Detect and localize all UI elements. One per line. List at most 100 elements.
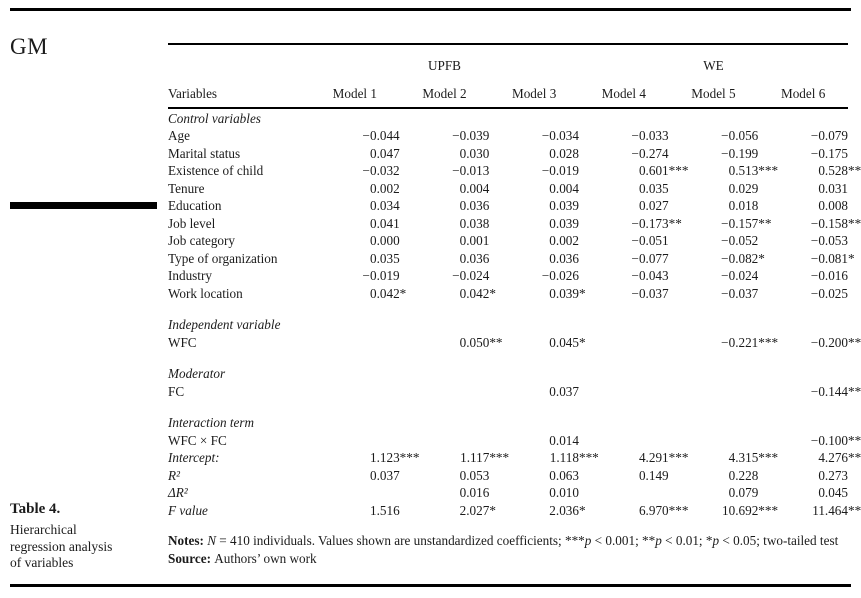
coefficient: 1.123 <box>369 450 400 465</box>
section-heading-row: Independent variable <box>168 316 848 334</box>
text-segment: Authors’ own work <box>214 551 317 566</box>
row-label: Age <box>168 128 190 143</box>
cell-value: −0.043 <box>631 268 669 283</box>
cell-value: 0.002 <box>549 233 579 248</box>
bottom-rule <box>10 584 851 587</box>
cell-value: −0.173** <box>631 215 682 231</box>
table-row: Tenure 0.002 0.004 0.004 0.035 0.029 0.031 <box>168 179 848 197</box>
cell-value: 0.513*** <box>728 163 779 178</box>
row-label: WFC <box>168 334 197 350</box>
table-row: Type of organization 0.035 0.036 0.036 −0.07… <box>168 249 855 267</box>
spacer-cell <box>168 302 848 316</box>
cell-value: 0.528*** <box>818 163 861 178</box>
cell-value: 0.039 <box>549 198 579 213</box>
row-label: F value <box>168 502 208 518</box>
group-header-we: WE <box>703 58 724 73</box>
cell-value: 0.228 <box>728 467 759 483</box>
cell-value <box>579 431 669 449</box>
cell-value: −0.025 <box>810 285 848 301</box>
cell-value: −0.026 <box>541 268 579 283</box>
cell-value: 2.036* <box>549 502 586 518</box>
cell-value <box>400 382 490 400</box>
cell-value: −0.221*** <box>721 334 779 350</box>
row-label: Tenure <box>168 180 205 196</box>
table-row: WFC × FC 0.014 −0.100** <box>168 431 861 449</box>
section-heading: Independent variable <box>168 317 281 332</box>
cell-value <box>310 431 400 449</box>
table-caption: Table 4. Hierarchical regression analysis… <box>10 501 166 572</box>
coefficient: 0.039 <box>549 285 579 301</box>
cell-value <box>310 333 400 351</box>
cell-value: −0.032 <box>362 163 400 178</box>
cell-value: 0.004 <box>459 180 490 196</box>
coefficient: −0.144 <box>810 383 848 399</box>
cell-value: −0.144*** <box>810 383 861 399</box>
table-row: Age −0.044 −0.039 −0.034 −0.033 −0.056 −0.079 <box>168 127 848 145</box>
regression-table: UPFB WE Variables Model 1 Model 2 Model 3 Mo… <box>168 43 861 569</box>
cell-value: 0.050** <box>459 334 503 350</box>
col-header-model-1: Model 1 <box>310 75 400 109</box>
cell-value: −0.077 <box>631 250 669 266</box>
coefficient: 6.970 <box>638 502 669 518</box>
coefficient: −0.173 <box>631 215 669 231</box>
section-heading-row: Interaction term <box>168 414 848 432</box>
row-label: Intercept: <box>168 450 220 465</box>
coefficient: 4.315 <box>728 450 759 465</box>
table-row: Job level 0.041 0.038 0.039 −0.173** −0.157**… <box>168 214 861 232</box>
table-row: R² 0.037 0.053 0.063 0.149 0.228 0.273 <box>168 466 848 484</box>
cell-value: 0.001 <box>459 233 490 248</box>
cell-value: −0.100** <box>810 432 861 448</box>
cell-value: −0.019 <box>541 163 579 178</box>
cell-value: 0.038 <box>459 215 490 231</box>
coefficient: −0.082 <box>721 250 759 266</box>
section-heading-row: Moderator <box>168 365 848 383</box>
row-label: Education <box>168 198 222 213</box>
cell-value: −0.158** <box>810 215 861 231</box>
text-segment: < 0.001; ** <box>591 532 656 548</box>
cell-value: −0.053 <box>810 233 848 248</box>
section-heading: Interaction term <box>168 415 255 430</box>
cell-value: 0.008 <box>818 198 848 213</box>
cell-value: 0.047 <box>369 145 400 161</box>
table-row: Existence of child −0.032 −0.013 −0.019 0.60… <box>168 162 861 180</box>
table-caption-label: Table 4. <box>10 501 61 517</box>
journal-code: GM <box>10 34 49 59</box>
source-text: Source: Authors’ own work <box>168 550 850 569</box>
cell-value: −0.200*** <box>810 334 861 350</box>
cell-value: 0.601*** <box>638 163 689 178</box>
cell-value: 0.030 <box>459 145 490 161</box>
row-label: Work location <box>168 285 243 301</box>
group-header-row: UPFB WE <box>168 44 848 75</box>
cell-value: 0.010 <box>549 485 579 500</box>
table-row: Job category 0.000 0.001 0.002 −0.051 −0.052 −… <box>168 232 848 250</box>
spacer-row <box>168 400 848 414</box>
section-divider-bar <box>10 202 157 209</box>
cell-value: 0.031 <box>818 180 848 196</box>
group-header-upfb: UPFB <box>427 58 461 73</box>
table-body: Control variables Age −0.044 −0.039 −0.034 −0… <box>168 108 861 519</box>
cell-value: 1.118*** <box>549 450 599 465</box>
spacer-row <box>168 351 848 365</box>
cell-value: −0.044 <box>362 128 400 143</box>
cell-value: −0.024 <box>452 268 490 283</box>
cell-value: −0.033 <box>631 128 669 143</box>
text-segment: < 0.05; two-tailed test <box>719 532 839 548</box>
cell-value: 0.036 <box>459 198 490 213</box>
caption-line: Hierarchical <box>10 522 77 537</box>
cell-value: −0.175 <box>810 145 848 161</box>
cell-value: 0.000 <box>369 233 400 248</box>
cell-value: 0.037 <box>369 467 400 483</box>
cell-value: 0.018 <box>728 198 759 213</box>
text-segment: = 410 individuals. Values shown are unst… <box>215 532 585 548</box>
table-row: F value 1.516 2.027* 2.036* 6.970*** 10.692**… <box>168 501 861 519</box>
row-label: Type of organization <box>168 250 278 266</box>
table-row: Marital status 0.047 0.030 0.028 −0.274 −0.19… <box>168 144 848 162</box>
cell-value: 0.039 <box>549 215 579 231</box>
col-header-model-2: Model 2 <box>399 75 490 109</box>
coefficient: 0.042 <box>369 285 400 301</box>
row-label: Existence of child <box>168 163 264 178</box>
coefficient: 2.036 <box>549 502 579 518</box>
table-row: Work location 0.042* 0.042* 0.039* −0.037 −0.… <box>168 284 848 302</box>
cell-value: 0.028 <box>549 145 579 161</box>
spacer-cell <box>168 351 848 365</box>
